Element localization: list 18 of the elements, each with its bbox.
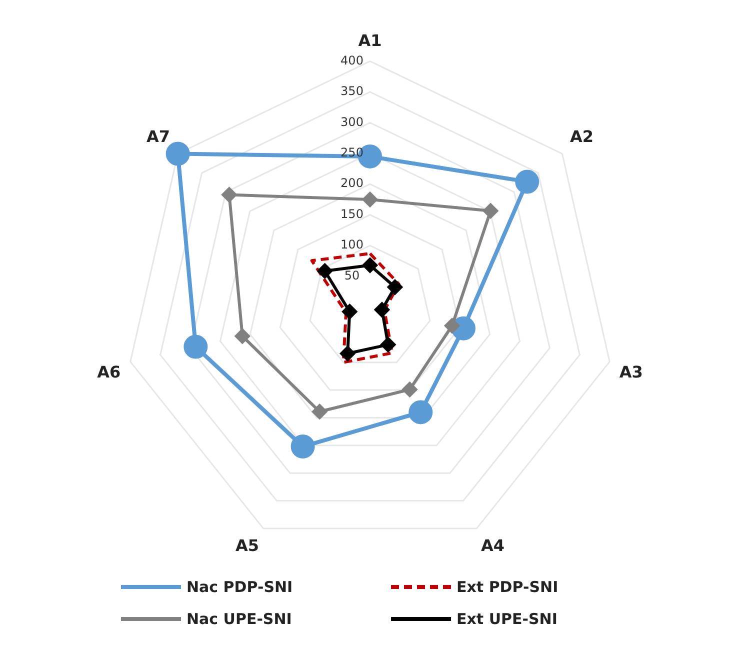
legend-label: Nac UPE-SNI bbox=[186, 610, 292, 628]
spoke-label: A5 bbox=[235, 536, 260, 556]
spoke-label: A7 bbox=[146, 127, 170, 146]
spoke-label: A6 bbox=[97, 362, 121, 382]
y-tick-label: 100 bbox=[340, 238, 364, 252]
y-tick-label: 200 bbox=[340, 176, 364, 190]
spoke-label: A3 bbox=[619, 362, 643, 382]
legend-label: Ext PDP-SNI bbox=[456, 578, 558, 596]
legend-label: Ext UPE-SNI bbox=[456, 610, 558, 628]
spoke-label: A2 bbox=[570, 127, 594, 146]
spoke-label: A4 bbox=[480, 536, 505, 556]
y-tick-label: 150 bbox=[340, 206, 364, 221]
spoke-label: A1 bbox=[358, 30, 382, 50]
y-tick-label: 400 bbox=[340, 53, 364, 68]
y-tick-label: 300 bbox=[340, 114, 364, 129]
legend-label: Nac PDP-SNI bbox=[186, 578, 293, 596]
y-tick-label: 50 bbox=[344, 268, 360, 282]
y-tick-label: 350 bbox=[340, 84, 364, 98]
